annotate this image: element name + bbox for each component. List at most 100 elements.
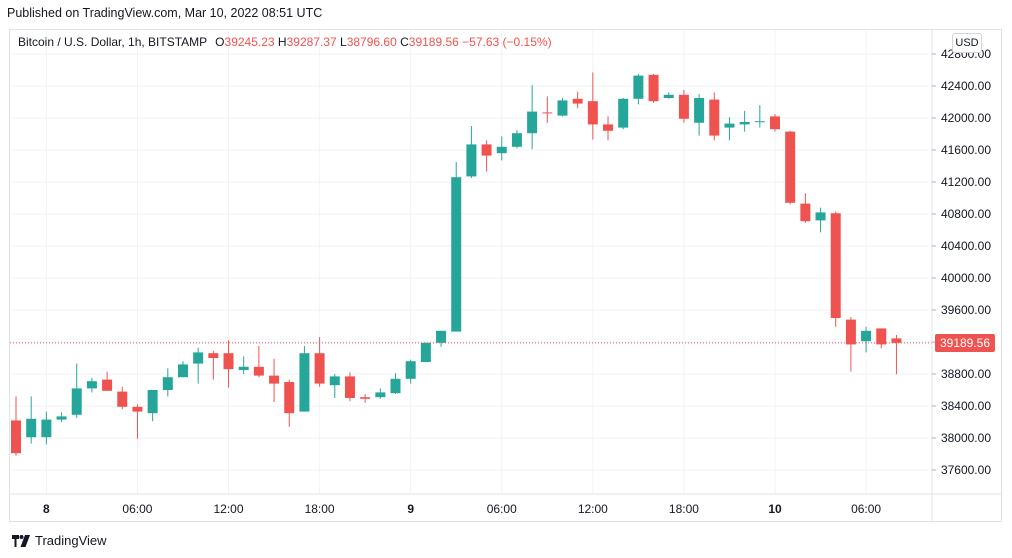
time-axis: 8 06:00 12:00 18:00 9 06:00 12:00 18:00 10 06:00: [10, 493, 1001, 516]
candle-body-up: [86, 381, 97, 389]
candle-body-down: [770, 116, 780, 130]
candle-body-down: [830, 213, 841, 318]
candle-body-up: [436, 330, 447, 343]
published-caption: Published on TradingView.com, Mar 10, 20…: [7, 6, 323, 20]
candle-body-down: [709, 99, 720, 136]
price-tick-label: 39600.00: [941, 303, 991, 317]
candle-body-down: [845, 319, 856, 345]
candle-body-down: [253, 366, 264, 376]
candle-body-up: [618, 98, 629, 128]
time-tick-label: 12:00: [214, 502, 244, 516]
price-tick-label: 41600.00: [941, 143, 991, 157]
currency-button[interactable]: USD: [952, 33, 982, 53]
open-label: O: [215, 35, 225, 49]
candle-body-up: [633, 75, 644, 99]
candle-body-up: [663, 94, 674, 98]
candle-body-down: [102, 379, 113, 391]
candle-body-down: [208, 353, 219, 358]
candle-body-up: [162, 377, 173, 390]
tradingview-logo-icon: [12, 534, 30, 547]
change-value: −57.63 (−0.15%): [462, 35, 552, 49]
candle-body-up: [527, 111, 538, 134]
candle-body-down: [223, 353, 234, 370]
candle-body-down: [284, 382, 295, 414]
candle-body-up: [329, 376, 340, 386]
time-tick-label: 9: [407, 502, 414, 516]
candle-body-down: [11, 420, 21, 454]
candle-body-down: [572, 98, 583, 104]
time-tick-label: 10: [768, 502, 782, 516]
last-price-tag: 39189.56: [935, 333, 995, 352]
candle-body-up: [375, 392, 386, 398]
candle-body-up: [861, 330, 872, 342]
candle-body-up: [724, 123, 735, 128]
candle-body-down: [648, 74, 659, 102]
candle-body-down: [876, 328, 887, 345]
low-label: L: [340, 35, 347, 49]
price-tick-label: 38400.00: [941, 399, 991, 413]
price-axis: 42800.0042400.0042000.0041600.0041200.00…: [931, 30, 991, 521]
candle-body-up: [511, 133, 522, 147]
close-value: 39189.56: [408, 35, 459, 49]
candle-body-down: [314, 353, 325, 384]
candle-body-down: [269, 375, 280, 384]
candle-body-up: [754, 121, 765, 123]
candle-body-up: [41, 419, 52, 438]
candle-body-up: [420, 342, 431, 362]
candle-body-down: [542, 112, 553, 114]
price-tick-label: 37600.00: [941, 463, 991, 477]
price-tick-label: 38800.00: [941, 367, 991, 381]
open-value: 39245.23: [224, 35, 275, 49]
candle-body-up: [815, 212, 826, 221]
price-tick-label: 42400.00: [941, 79, 991, 93]
candle-body-up: [451, 177, 462, 332]
candle-body-up: [26, 418, 37, 438]
grid-lines: [10, 30, 932, 494]
candle-body-down: [587, 101, 598, 125]
high-label: H: [277, 35, 287, 49]
candle-body-up: [496, 146, 507, 154]
candle-body-up: [694, 98, 705, 123]
candle-body-up: [466, 144, 477, 177]
candle-body-down: [360, 397, 371, 399]
time-tick-label: 06:00: [851, 502, 881, 516]
price-tick-label: 40800.00: [941, 207, 991, 221]
time-tick-label: 06:00: [487, 502, 517, 516]
symbol-title: Bitcoin / U.S. Dollar, 1h, BITSTAMP: [18, 35, 208, 49]
time-tick-label: 8: [43, 502, 50, 516]
candle-body-down: [891, 338, 902, 343]
price-tick-label: 41200.00: [941, 175, 991, 189]
candle-body-up: [390, 378, 401, 394]
candle-body-down: [678, 94, 689, 119]
candle-body-down: [603, 124, 614, 131]
high-value: 39287.37: [286, 35, 337, 49]
candle-body-up: [56, 416, 67, 420]
candle-body-up: [193, 352, 204, 364]
candle-body-down: [344, 376, 355, 398]
candle-body-down: [785, 131, 796, 203]
close-label: C: [400, 35, 409, 49]
candle-body-up: [299, 353, 310, 412]
candles: [10, 72, 932, 456]
footer-brand-text: TradingView: [35, 533, 107, 548]
chart-frame: [9, 29, 1002, 522]
time-tick-label: 12:00: [578, 502, 608, 516]
candle-body-down: [800, 203, 811, 222]
ohlc-legend: Bitcoin / U.S. Dollar, 1h, BITSTAMP O3924…: [18, 35, 552, 49]
candle-body-up: [557, 100, 568, 116]
candle-body-down: [481, 144, 492, 156]
low-value: 38796.60: [346, 35, 397, 49]
candle-body-down: [132, 406, 143, 412]
time-tick-label: 06:00: [122, 502, 152, 516]
price-tick-label: 42000.00: [941, 111, 991, 125]
footer-brand[interactable]: TradingView: [12, 533, 107, 548]
candle-body-up: [238, 366, 249, 370]
candle-body-up: [739, 122, 750, 125]
price-tick-label: 38000.00: [941, 431, 991, 445]
price-tick-label: 40000.00: [941, 271, 991, 285]
time-tick-label: 18:00: [669, 502, 699, 516]
candle-body-up: [71, 388, 82, 415]
candle-body-up: [177, 364, 188, 378]
candle-body-up: [147, 390, 158, 414]
